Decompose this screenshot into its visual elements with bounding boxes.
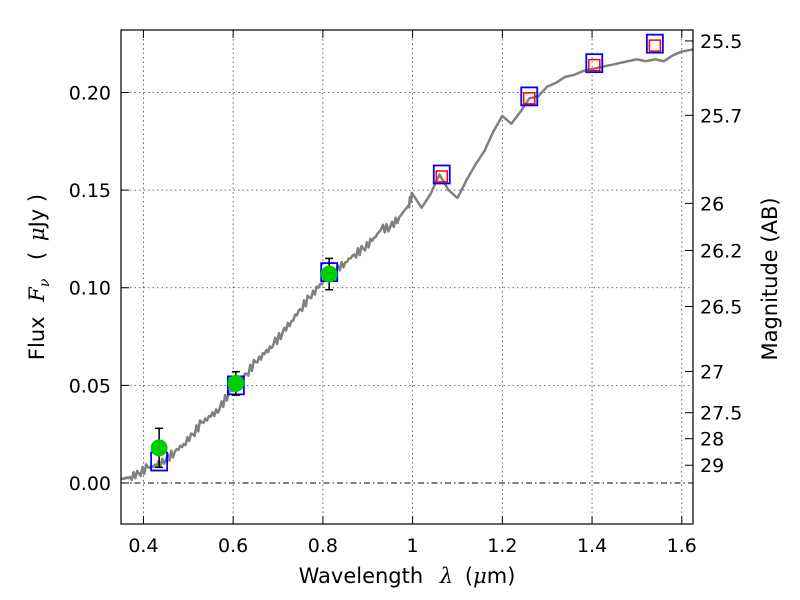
- x-tick-label: 0.8: [308, 535, 338, 557]
- y2-tick-label: 27: [700, 362, 724, 384]
- predicted-photometry-square: [648, 39, 662, 52]
- y-axis-label-unit-mu: μ: [25, 227, 49, 241]
- x-tick-label: 1: [407, 535, 419, 557]
- y2-tick-label: 28: [700, 429, 724, 451]
- y2-axis-label: Magnitude (AB): [758, 197, 782, 360]
- predicted-photometry-square: [588, 58, 601, 72]
- y-tick-label: 0.15: [69, 180, 111, 202]
- y2-tick-label: 26: [700, 193, 724, 215]
- y-tick-label: 0.00: [69, 473, 111, 495]
- y2-tick-label: 26.2: [700, 240, 742, 262]
- y-axis-label-unit-rest: Jy ): [25, 194, 49, 230]
- model-photometry-square: [585, 53, 604, 74]
- axis-ticks: 0.4 0.6 0.8 1 1.2 1.4 1.6 0.00 0.05 0.10 0.15 0.20 2…: [69, 30, 742, 557]
- y-tick-label: 0.05: [69, 375, 111, 397]
- grid-lines: [121, 30, 693, 524]
- y-axis-label-unit-open: (: [25, 252, 49, 260]
- y-axis-label-symbol-sub: ν: [37, 278, 53, 287]
- x-axis-label: Wavelength λ (μm): [299, 564, 516, 588]
- y-axis-label-text: Flux: [25, 316, 49, 360]
- photometry-marks: [150, 33, 664, 472]
- observed-photometry-point: [150, 439, 168, 457]
- y2-tick-label: 25.7: [700, 105, 742, 127]
- model-photometry-square: [432, 164, 451, 185]
- predicted-photometry-square: [523, 92, 536, 105]
- y2-tick-label: 27.5: [700, 403, 742, 425]
- x-tick-label: 1.6: [667, 535, 697, 557]
- x-axis-label-unit-mu: μ: [473, 564, 487, 588]
- y2-tick-label: 29: [700, 455, 724, 477]
- y-tick-label: 0.10: [69, 278, 111, 300]
- y-axis-label: Flux Fν ( μJy ): [25, 194, 54, 360]
- x-tick-label: 1.2: [487, 535, 517, 557]
- predicted-photometry-square: [435, 170, 449, 183]
- y-axis-label-symbol: F: [25, 286, 49, 303]
- model-photometry-square: [520, 86, 539, 107]
- x-tick-label: 0.6: [218, 535, 248, 557]
- x-axis-label-text: Wavelength: [299, 564, 424, 588]
- x-axis-label-lambda: λ: [439, 564, 453, 588]
- y2-tick-label: 26.5: [700, 296, 742, 318]
- x-axis-label-unit-open: (: [465, 564, 473, 588]
- model-photometry-square: [645, 33, 664, 54]
- x-axis-label-unit-rest: m): [487, 564, 516, 588]
- plot-frame: [120, 29, 694, 525]
- observed-photometry-point: [320, 265, 338, 283]
- x-tick-label: 1.4: [577, 535, 607, 557]
- y-tick-label: 0.20: [69, 82, 111, 104]
- observed-photometry-point: [227, 374, 245, 392]
- y2-tick-label: 25.5: [700, 31, 742, 53]
- x-tick-label: 0.4: [128, 535, 158, 557]
- model-sed-line: [120, 48, 694, 482]
